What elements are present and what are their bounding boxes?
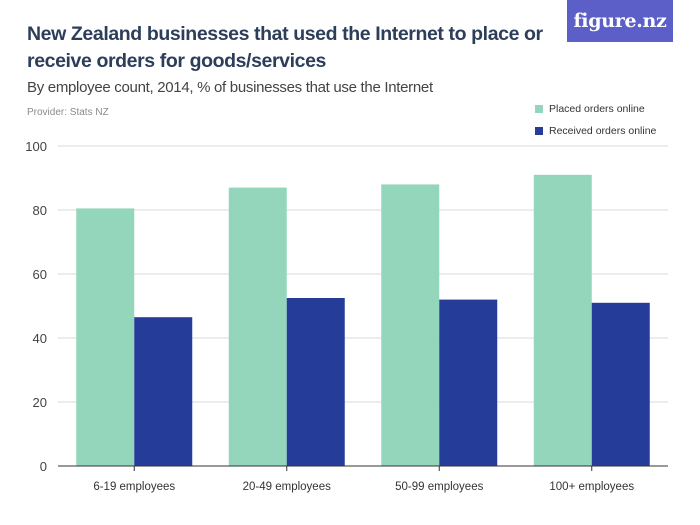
y-tick-label: 20 [33, 395, 47, 410]
legend-item-placed: Placed orders online [535, 98, 656, 120]
bar-received-1 [286, 298, 345, 466]
y-tick-label: 80 [33, 203, 47, 218]
bar-received-2 [439, 299, 498, 466]
x-tick-label: 50-99 employees [395, 481, 483, 493]
x-tick-label: 20-49 employees [243, 481, 331, 493]
y-tick-label: 100 [25, 139, 47, 154]
chart-subtitle: By employee count, 2014, % of businesses… [27, 79, 433, 96]
legend-swatch-received [535, 127, 543, 135]
x-tick-label: 6-19 employees [93, 481, 175, 493]
y-tick-label: 0 [40, 459, 47, 474]
figure-nz-logo[interactable]: figure.nz [567, 0, 673, 42]
provider-label: Provider: Stats NZ [27, 107, 109, 118]
legend-label-received: Received orders online [549, 125, 657, 137]
legend-item-received: Received orders online [535, 120, 656, 142]
legend: Placed orders online Received orders onl… [535, 98, 656, 142]
legend-label-placed: Placed orders online [549, 103, 645, 115]
chart-title: New Zealand businesses that used the Int… [27, 23, 543, 72]
bar-placed-1 [228, 187, 287, 466]
bar-placed-0 [76, 208, 135, 466]
bar-received-0 [134, 317, 193, 466]
x-tick-label: 100+ employees [549, 481, 634, 493]
y-tick-label: 40 [33, 331, 47, 346]
bar-received-3 [591, 302, 650, 466]
y-tick-label: 60 [33, 267, 47, 282]
bar-placed-2 [381, 184, 440, 466]
legend-swatch-placed [535, 105, 543, 113]
bar-placed-3 [533, 174, 592, 467]
